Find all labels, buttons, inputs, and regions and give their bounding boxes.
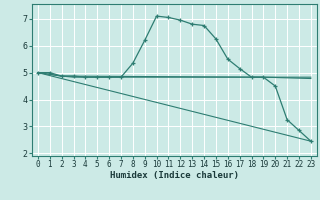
X-axis label: Humidex (Indice chaleur): Humidex (Indice chaleur) <box>110 171 239 180</box>
